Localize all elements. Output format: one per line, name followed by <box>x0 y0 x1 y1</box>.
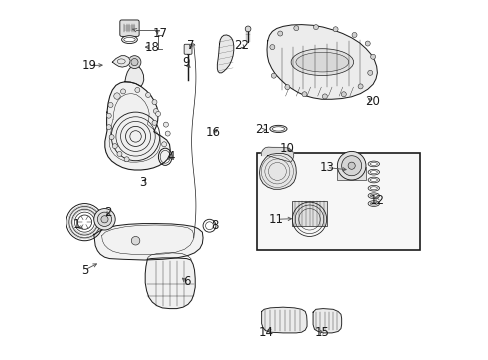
Circle shape <box>357 84 363 89</box>
Ellipse shape <box>369 179 377 181</box>
Circle shape <box>347 162 354 169</box>
Ellipse shape <box>367 161 379 167</box>
Circle shape <box>313 24 318 30</box>
Text: 11: 11 <box>268 213 284 226</box>
Polygon shape <box>217 35 233 73</box>
Bar <box>292 201 326 226</box>
Circle shape <box>285 85 289 90</box>
Polygon shape <box>104 82 170 170</box>
Circle shape <box>145 93 150 98</box>
Circle shape <box>365 41 369 46</box>
Ellipse shape <box>369 194 377 197</box>
Text: 10: 10 <box>279 142 293 155</box>
Text: 6: 6 <box>183 275 190 288</box>
Ellipse shape <box>295 52 348 72</box>
Ellipse shape <box>367 169 379 175</box>
Text: 13: 13 <box>319 161 333 174</box>
Polygon shape <box>266 24 377 99</box>
Circle shape <box>131 237 140 245</box>
FancyBboxPatch shape <box>120 20 139 36</box>
Text: 19: 19 <box>81 59 97 72</box>
Circle shape <box>162 142 166 147</box>
Text: 20: 20 <box>364 95 379 108</box>
Ellipse shape <box>367 201 379 206</box>
Circle shape <box>128 56 141 68</box>
Ellipse shape <box>369 202 377 205</box>
Circle shape <box>155 111 160 116</box>
Text: 8: 8 <box>211 219 219 231</box>
Circle shape <box>121 89 125 94</box>
Circle shape <box>163 122 168 127</box>
Circle shape <box>351 32 356 37</box>
Polygon shape <box>145 258 195 309</box>
Circle shape <box>370 54 375 59</box>
Circle shape <box>94 208 115 230</box>
Polygon shape <box>261 307 306 333</box>
Ellipse shape <box>123 37 135 42</box>
Circle shape <box>152 120 157 125</box>
Ellipse shape <box>367 193 379 199</box>
Text: 9: 9 <box>182 56 189 69</box>
Bar <box>337 167 365 180</box>
Circle shape <box>153 109 158 113</box>
Circle shape <box>117 152 122 157</box>
Text: 21: 21 <box>255 123 270 136</box>
Polygon shape <box>94 224 203 260</box>
Circle shape <box>337 152 365 180</box>
Text: 17: 17 <box>153 27 168 40</box>
Bar <box>257 153 419 249</box>
Circle shape <box>367 70 372 75</box>
Circle shape <box>152 100 157 105</box>
Circle shape <box>135 87 140 93</box>
Circle shape <box>97 212 111 226</box>
Text: 7: 7 <box>187 39 194 52</box>
Ellipse shape <box>367 185 379 191</box>
Circle shape <box>277 31 282 36</box>
Circle shape <box>124 157 129 162</box>
Ellipse shape <box>272 127 284 131</box>
Ellipse shape <box>122 36 137 44</box>
Circle shape <box>271 73 276 78</box>
FancyBboxPatch shape <box>184 44 192 54</box>
Text: 22: 22 <box>234 39 248 52</box>
Text: 14: 14 <box>259 327 274 339</box>
Text: 16: 16 <box>205 126 220 139</box>
Text: 2: 2 <box>104 206 112 219</box>
Ellipse shape <box>369 171 377 174</box>
Circle shape <box>322 94 326 99</box>
Circle shape <box>341 92 346 97</box>
Circle shape <box>112 144 117 149</box>
Ellipse shape <box>369 162 377 165</box>
Circle shape <box>108 103 113 108</box>
Polygon shape <box>259 154 296 189</box>
Circle shape <box>165 131 170 136</box>
Text: 15: 15 <box>314 327 328 339</box>
Circle shape <box>106 125 111 130</box>
Text: 18: 18 <box>144 41 159 54</box>
Circle shape <box>332 27 337 32</box>
Ellipse shape <box>369 187 377 190</box>
Ellipse shape <box>269 125 286 132</box>
Text: 12: 12 <box>369 194 384 207</box>
Circle shape <box>302 92 306 97</box>
Circle shape <box>269 45 274 50</box>
Circle shape <box>341 156 361 176</box>
Circle shape <box>244 26 250 32</box>
Polygon shape <box>261 147 293 162</box>
Circle shape <box>101 216 108 223</box>
Polygon shape <box>112 56 130 67</box>
Circle shape <box>293 26 298 31</box>
Text: 5: 5 <box>81 264 88 276</box>
Circle shape <box>114 93 120 99</box>
Ellipse shape <box>290 49 353 76</box>
Circle shape <box>106 113 111 118</box>
Text: 3: 3 <box>139 176 146 189</box>
Polygon shape <box>312 309 341 333</box>
Circle shape <box>109 135 114 140</box>
Text: 4: 4 <box>167 150 175 163</box>
Circle shape <box>131 59 138 66</box>
Polygon shape <box>124 66 143 86</box>
Ellipse shape <box>367 177 379 183</box>
Text: 1: 1 <box>73 218 80 231</box>
